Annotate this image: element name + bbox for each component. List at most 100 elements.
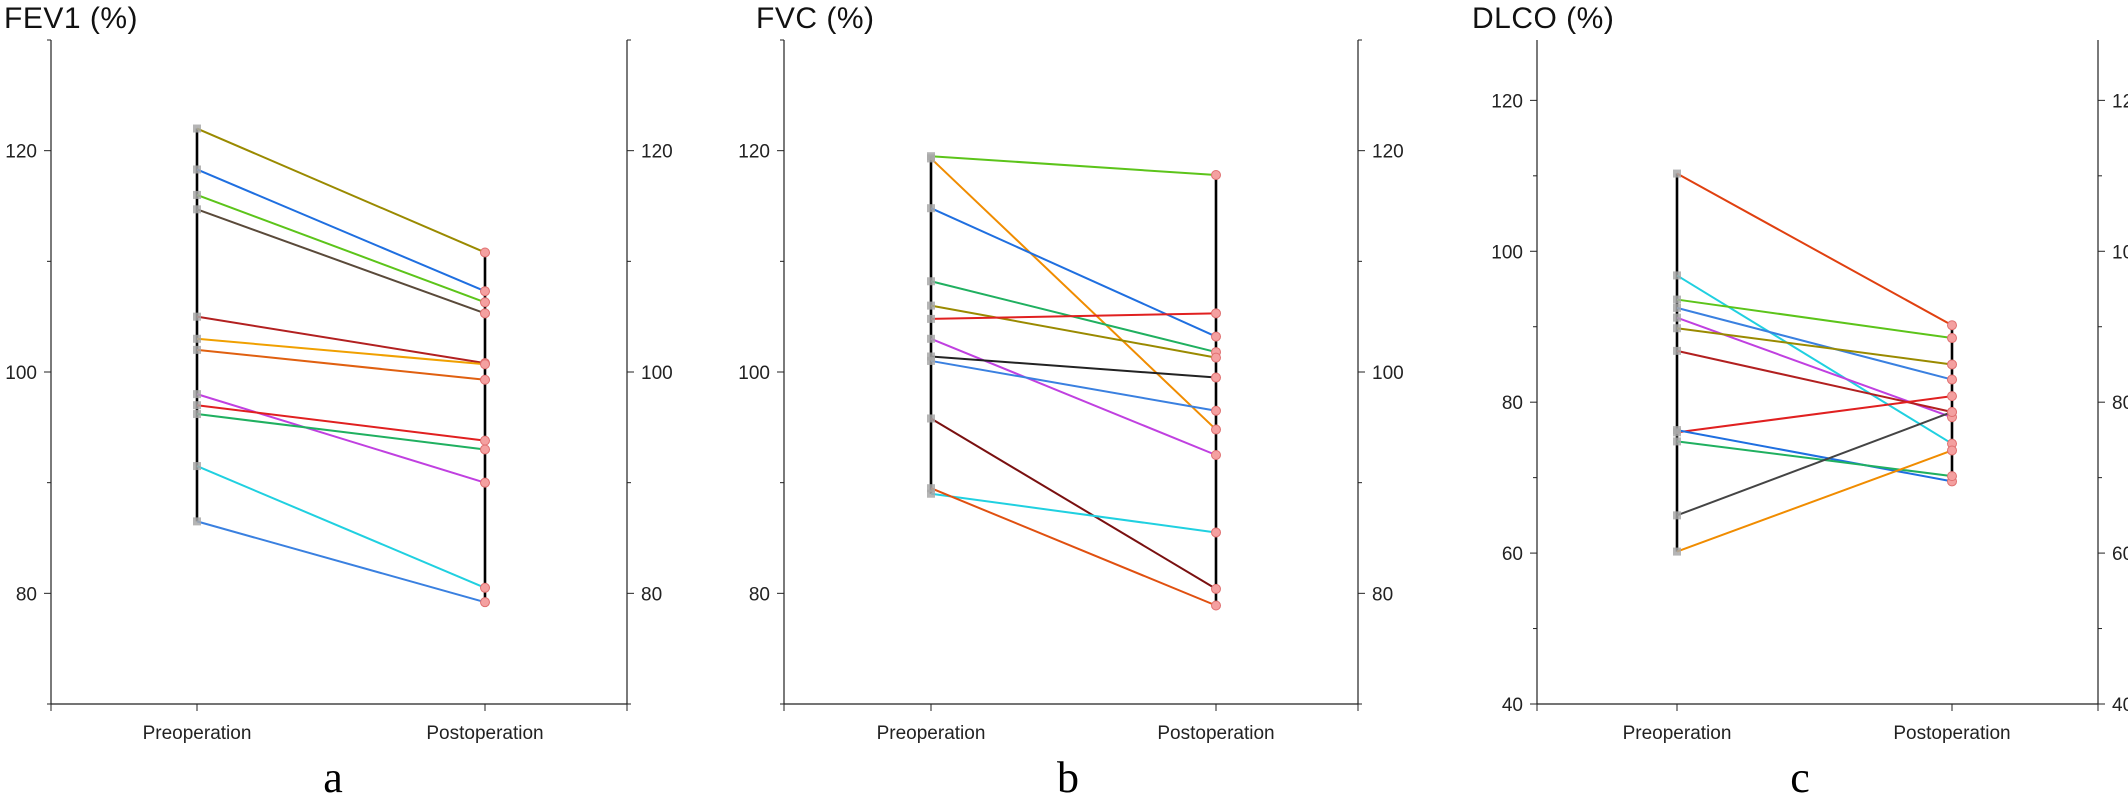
- dlco-post-point: [1947, 445, 1957, 456]
- fev1-series-line: [196, 393, 486, 484]
- fvc-post-point: [1211, 308, 1221, 319]
- fvc-series-line: [930, 492, 1217, 534]
- dlco-series-line: [1676, 327, 1953, 366]
- fvc-post-point: [1211, 405, 1221, 416]
- fev1-pre-point: [193, 462, 201, 471]
- fev1-series-line: [196, 208, 486, 315]
- dlco-pre-point: [1673, 313, 1681, 322]
- fvc-chart: 80 80 100 100 120 120 Preoperation Postoperatio…: [738, 39, 1404, 744]
- dlco-series-line: [1676, 429, 1953, 483]
- fev1-series-line: [196, 315, 486, 365]
- fev1-series-line: [196, 168, 486, 293]
- fev1-post-point: [480, 359, 490, 370]
- fev1-post-point: [480, 444, 490, 455]
- fvc-pre-point: [927, 352, 935, 361]
- fev1-left-tick-label: 100: [5, 363, 37, 384]
- dlco-left-tick-label: 60: [1502, 544, 1523, 565]
- fvc-post-point: [1211, 170, 1221, 181]
- dlco-pre-point: [1673, 426, 1681, 435]
- fvc-series-line: [930, 155, 1217, 177]
- fev1-post-point: [480, 297, 490, 308]
- dlco-series-line: [1676, 172, 1953, 327]
- fvc-post-point: [1211, 583, 1221, 594]
- dlco-post-point: [1947, 333, 1957, 344]
- dlco-right-tick-label: 100: [2112, 242, 2128, 263]
- dlco-post-point: [1947, 359, 1957, 370]
- dlco-post-point: [1947, 391, 1957, 402]
- fvc-series-line: [930, 337, 1217, 456]
- fev1-series-line: [196, 404, 486, 442]
- dlco-post-point: [1947, 471, 1957, 482]
- fvc-series-line: [930, 304, 1217, 359]
- fvc-post-point: [1211, 600, 1221, 611]
- dlco-right-tick-label: 60: [2112, 544, 2128, 565]
- dlco-pre-point: [1673, 324, 1681, 333]
- fvc-pre-point: [927, 154, 935, 163]
- fvc-series-line: [930, 487, 1217, 607]
- fvc-pre-point: [927, 414, 935, 423]
- fev1-series-line: [196, 193, 486, 304]
- fev1-series-line: [196, 465, 486, 589]
- fev1-post-point: [480, 308, 490, 319]
- dlco-right-tick-label: 120: [2112, 91, 2128, 112]
- fev1-right-tick-label: 120: [641, 142, 673, 163]
- fev1-pre-point: [193, 205, 201, 214]
- dlco-left-tick-label: 40: [1502, 695, 1523, 716]
- dlco-series-line: [1676, 298, 1953, 340]
- dlco-post-point: [1947, 374, 1957, 385]
- fvc-right-tick-label: 80: [1372, 584, 1393, 605]
- fev1-right-tick-label: 80: [641, 584, 662, 605]
- fev1-post-point: [480, 374, 490, 385]
- dlco-pre-point: [1673, 511, 1681, 520]
- fvc-right-tick-label: 100: [1372, 363, 1404, 384]
- fev1-left-tick-label: 120: [5, 142, 37, 163]
- fev1-post-point: [480, 286, 490, 297]
- fev1-pre-point: [193, 165, 201, 174]
- dlco-series-line: [1676, 306, 1953, 381]
- dlco-pre-point: [1673, 346, 1681, 355]
- fvc-post-point: [1211, 352, 1221, 363]
- fev1-post-point: [480, 477, 490, 488]
- panel-letter-a: a: [323, 753, 343, 802]
- fvc-series-line: [930, 355, 1217, 379]
- fvc-category-label: Postoperation: [1157, 723, 1274, 744]
- dlco-right-tick-label: 80: [2112, 393, 2128, 414]
- fvc-post-point: [1211, 372, 1221, 383]
- fvc-pre-point: [927, 314, 935, 323]
- fev1-post-point: [480, 435, 490, 446]
- fvc-pre-point: [927, 334, 935, 343]
- dlco-left-tick-label: 100: [1491, 242, 1523, 263]
- fvc-pre-point: [927, 484, 935, 493]
- fvc-series-line: [930, 417, 1217, 590]
- dlco-post-point: [1947, 320, 1957, 331]
- fev1-right-tick-label: 100: [641, 363, 673, 384]
- fev1-category-label: Preoperation: [143, 723, 252, 744]
- dlco-pre-point: [1673, 547, 1681, 556]
- dlco-pre-point: [1673, 169, 1681, 178]
- fvc-left-tick-label: 100: [738, 363, 770, 384]
- fvc-pre-point: [927, 356, 935, 365]
- dlco-chart: 40 40 60 60 80 80 100 100 120 120 Preoperation Post…: [1491, 40, 2128, 744]
- fvc-series-line: [930, 359, 1217, 412]
- fev1-pre-point: [193, 345, 201, 354]
- fvc-right-tick-label: 120: [1372, 142, 1404, 163]
- dlco-pre-point: [1673, 271, 1681, 280]
- fev1-pre-point: [193, 517, 201, 526]
- fev1-post-point: [480, 247, 490, 258]
- fvc-pre-point: [927, 301, 935, 310]
- fvc-category-label: Preoperation: [877, 723, 986, 744]
- fvc-chart-panel: FVC (%) 80 80 100 100 120 120 Preoperation Post…: [730, 0, 1450, 808]
- fev1-post-point: [480, 597, 490, 608]
- dlco-left-tick-label: 120: [1491, 91, 1523, 112]
- dlco-series-line: [1676, 449, 1953, 553]
- fev1-chart-title: FEV1 (%): [4, 2, 139, 35]
- fev1-series-line: [196, 127, 486, 254]
- dlco-pre-point: [1673, 295, 1681, 304]
- panel-letter-c: c: [1790, 753, 1810, 802]
- fvc-post-point: [1211, 424, 1221, 435]
- fev1-left-tick-label: 80: [16, 584, 37, 605]
- fvc-series-line: [930, 312, 1217, 320]
- fvc-pre-point: [927, 489, 935, 498]
- fev1-series-line: [196, 348, 486, 381]
- dlco-category-label: Postoperation: [1893, 723, 2010, 744]
